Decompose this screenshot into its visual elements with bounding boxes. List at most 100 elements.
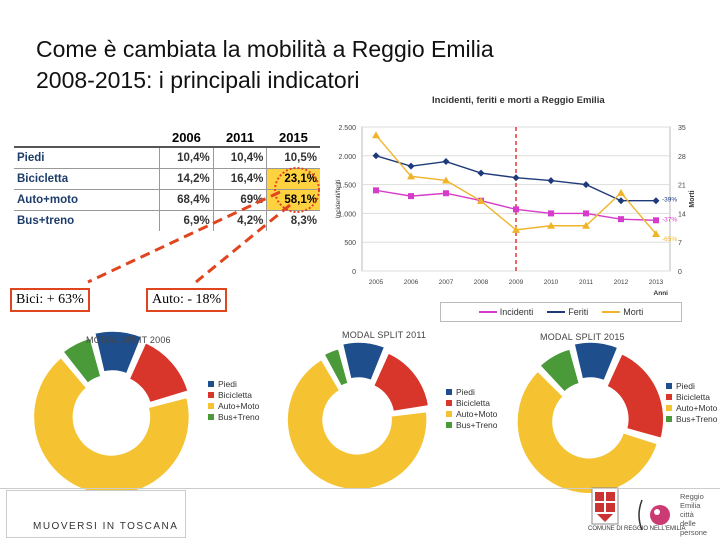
data-point <box>512 225 520 233</box>
y-tick-right: 7 <box>678 240 682 247</box>
legend-item: Auto+Moto <box>208 400 260 411</box>
legend-label: Incidenti <box>499 307 534 317</box>
data-point <box>513 206 519 213</box>
line-chart: 0 500 1.000 1.500 2.000 2.500 0 7 14 21 28 35 2005 20… <box>335 125 696 297</box>
crest-logo <box>591 487 619 525</box>
city-logo-line: città <box>680 510 694 519</box>
row-label: Bicicletta <box>14 168 160 190</box>
table-header-2006: 2006 <box>159 128 214 148</box>
table-header-2015: 2015 <box>266 128 320 148</box>
legend-swatch <box>478 311 497 313</box>
y-tick-right: 28 <box>678 154 686 161</box>
pie-slice-bicicletta <box>372 351 430 413</box>
title-line-1: Come è cambiata la mobilità a Reggio Emi… <box>36 36 494 62</box>
legend-label: Piedi <box>676 380 695 391</box>
x-tick: 2009 <box>509 279 524 286</box>
y-tick-right: 14 <box>678 211 686 218</box>
table-corner <box>14 128 160 148</box>
legend-item: Bicicletta <box>208 389 260 400</box>
data-point <box>582 221 590 229</box>
data-point <box>408 193 414 200</box>
footer-divider <box>0 488 720 489</box>
page-title: Come è cambiata la mobilità a Reggio Emi… <box>36 34 676 96</box>
data-point <box>547 221 555 229</box>
table-row: Piedi 10,4% 10,4% 10,5% <box>14 147 320 169</box>
pie-slice-bus-treno <box>538 347 581 394</box>
legend-label: Piedi <box>218 378 237 389</box>
y-tick-left: 500 <box>344 240 356 247</box>
x-tick: 2006 <box>404 279 419 286</box>
callout-connector-bici <box>87 190 281 284</box>
cell-value: 10,5% <box>266 147 320 169</box>
pie-legend-2011: Piedi Bicicletta Auto+Moto Bus+Treno <box>446 386 498 430</box>
pie-slice-auto-moto <box>286 358 428 491</box>
data-point <box>583 210 589 217</box>
callout-connector-auto <box>195 203 291 284</box>
y-tick-left: 2.000 <box>338 154 356 161</box>
data-point <box>407 162 415 170</box>
legend-item: Piedi <box>208 378 260 389</box>
cell-value: 4,2% <box>212 210 267 231</box>
data-point <box>582 181 590 189</box>
x-tick: 2007 <box>439 279 454 286</box>
legend-label: Auto+Moto <box>218 400 260 411</box>
data-point <box>617 197 625 205</box>
legend-item: Piedi <box>446 386 498 397</box>
legend-label: Morti <box>623 307 644 317</box>
y-tick-right: 0 <box>678 269 682 276</box>
modal-split-table: 2006 2011 2015 Piedi 10,4% 10,4% 10,5% B… <box>14 128 320 231</box>
x-axis-label: Anni <box>654 290 669 297</box>
data-point <box>407 172 415 180</box>
y-axis-label-right: Morti <box>689 190 696 207</box>
pie-legend-2006: Piedi Bicicletta Auto+Moto Bus+Treno <box>208 378 260 422</box>
pie-charts <box>32 330 665 496</box>
y-tick-left: 1.500 <box>338 183 356 190</box>
legend-item: Bus+Treno <box>208 411 260 422</box>
y-tick-right: 21 <box>678 183 686 190</box>
cell-value: 14,2% <box>159 168 214 190</box>
callout-auto: Auto: - 18% <box>146 288 228 312</box>
city-logo-icon <box>638 499 670 531</box>
data-point <box>653 217 659 224</box>
data-point <box>548 210 554 217</box>
data-point <box>617 188 625 196</box>
cell-value: 10,4% <box>159 147 214 169</box>
highlight-circle <box>274 167 320 213</box>
y-tick-left: 1.000 <box>338 211 356 218</box>
pie-slice-bicicletta <box>605 352 665 440</box>
pie-slice-piedi <box>341 341 386 382</box>
x-tick: 2010 <box>544 279 559 286</box>
cell-value: 10,4% <box>212 147 267 169</box>
data-point <box>442 176 450 184</box>
cell-value: 6,9% <box>159 210 214 231</box>
city-logo-line: Reggio Emilia <box>680 492 704 510</box>
crest-label: COMUNE DI REGGIO NELL'EMILIA <box>588 526 686 532</box>
data-point <box>618 216 624 223</box>
legend-item-incidenti: Incidenti <box>478 307 534 317</box>
city-logo-text: Reggio Emilia città delle persone <box>680 492 720 537</box>
legend-label: Bicicletta <box>456 397 491 408</box>
legend-label: Bicicletta <box>676 391 711 402</box>
line-chart-title: Incidenti, feriti e morti a Reggio Emili… <box>432 95 605 106</box>
data-point <box>442 158 450 166</box>
pie-title-2006: MODAL SPLIT 2006 <box>86 335 171 345</box>
legend-label: Feriti <box>568 307 589 317</box>
legend-swatch <box>547 311 566 313</box>
annotation: -65% <box>662 236 677 243</box>
cell-value: 16,4% <box>212 168 267 190</box>
data-point <box>477 169 485 177</box>
x-tick: 2008 <box>474 279 489 286</box>
legend-label: Bus+Treno <box>676 413 718 424</box>
legend-item: Bus+Treno <box>666 413 718 424</box>
legend-label: Bus+Treno <box>218 411 260 422</box>
annotation: -37% <box>662 216 677 223</box>
pie-slice-bus-treno <box>323 347 350 388</box>
callout-bici: Bici: + 63% <box>10 288 90 312</box>
table-header-2011: 2011 <box>213 128 267 148</box>
data-point <box>443 190 449 197</box>
legend-label: Auto+Moto <box>456 408 498 419</box>
legend-item: Bus+Treno <box>446 419 498 430</box>
legend-item: Bicicletta <box>666 391 718 402</box>
y-tick-left: 0 <box>352 269 356 276</box>
